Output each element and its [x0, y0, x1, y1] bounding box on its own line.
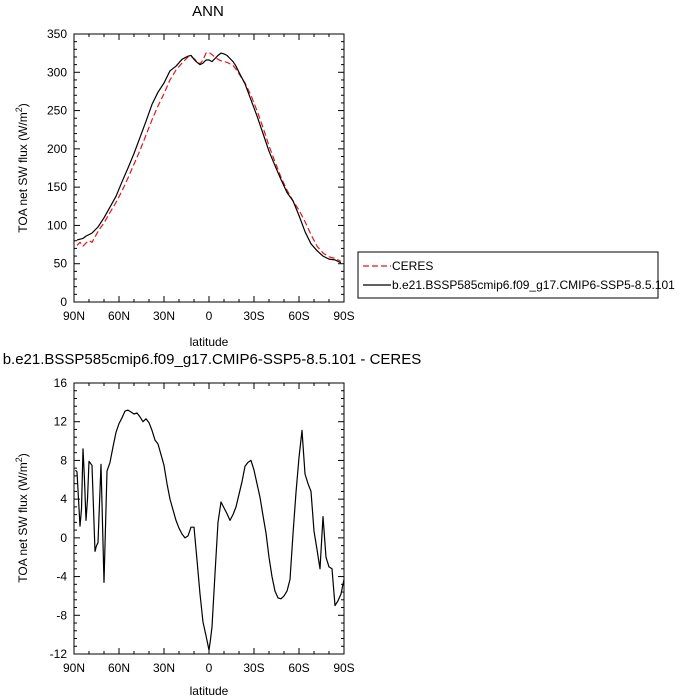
top-panel: ANN 90N 60N 30N 0 30S 60S 90S 0 50 100 150 200 250 30… — [14, 3, 355, 349]
top-y-tick-label: 250 — [47, 104, 67, 118]
legend-box — [357, 251, 659, 299]
top-x-tick-label: 60N — [108, 309, 130, 323]
bottom-y-tick-label: -4 — [56, 570, 67, 584]
bottom-x-tick-label: 90S — [333, 661, 354, 675]
bottom-y-tick-label: 8 — [60, 453, 67, 467]
top-y-axis-label: TOA net SW flux (W/m2) — [14, 103, 30, 232]
top-x-tick-label: 90S — [333, 309, 354, 323]
bottom-x-tick-label: 30S — [243, 661, 264, 675]
bottom-y-tick-label: 0 — [60, 531, 67, 545]
bottom-ticks-group: 90N 60N 30N 0 30S 60S 90S -12 -8 -4 0 4 8 12 16 — [50, 376, 355, 675]
top-x-tick-label: 30N — [153, 309, 175, 323]
bottom-y-tick-label: 16 — [54, 376, 68, 390]
bottom-y-tick-label: 12 — [54, 415, 68, 429]
bottom-panel: b.e21.BSSP585cmip6.f09_g17.CMIP6-SSP5-8.… — [3, 351, 422, 698]
bottom-x-tick-label: 30N — [153, 661, 175, 675]
top-ticks-group: 90N 60N 30N 0 30S 60S 90S 0 50 100 150 200 250 300 350 — [47, 27, 355, 323]
top-y-tick-label: 300 — [47, 65, 67, 79]
bottom-y-tick-label: 4 — [60, 492, 67, 506]
top-x-tick-label: 0 — [206, 309, 213, 323]
top-x-tick-label: 60S — [288, 309, 309, 323]
top-x-tick-label: 90N — [63, 309, 85, 323]
top-x-tick-label: 30S — [243, 309, 264, 323]
top-y-tick-label: 0 — [60, 295, 67, 309]
legend-label-model: b.e21.BSSP585cmip6.f09_g17.CMIP6-SSP5-8.… — [392, 278, 675, 292]
top-y-tick-label: 350 — [47, 27, 67, 41]
top-y-axis-label-sup: 2 — [14, 107, 24, 112]
bottom-series-group — [75, 409, 345, 651]
top-x-axis-label: latitude — [190, 335, 229, 349]
bottom-series-line-0 — [75, 409, 345, 651]
bottom-y-tick-label: -12 — [50, 647, 68, 661]
top-series-group — [76, 51, 342, 264]
top-series-line-1 — [76, 52, 342, 264]
bottom-y-axis-label: TOA net SW flux (W/m2) — [14, 453, 30, 582]
top-y-tick-label: 150 — [47, 180, 67, 194]
top-series-line-0 — [76, 51, 342, 262]
top-title: ANN — [192, 3, 224, 20]
bottom-title: b.e21.BSSP585cmip6.f09_g17.CMIP6-SSP5-8.… — [3, 351, 422, 368]
top-y-tick-label: 200 — [47, 142, 67, 156]
bottom-x-tick-label: 0 — [206, 661, 213, 675]
legend-label-ceres: CERES — [392, 259, 433, 273]
legend: CERES b.e21.BSSP585cmip6.f09_g17.CMIP6-S… — [357, 251, 675, 299]
bottom-x-tick-label: 90N — [63, 661, 85, 675]
bottom-plot-frame — [73, 382, 345, 655]
top-plot-frame — [73, 33, 345, 303]
top-y-tick-label: 100 — [47, 218, 67, 232]
top-y-tick-label: 50 — [54, 257, 68, 271]
bottom-x-axis-label: latitude — [190, 684, 229, 698]
bottom-x-tick-label: 60N — [108, 661, 130, 675]
bottom-y-tick-label: -8 — [56, 608, 67, 622]
bottom-y-axis-label-sup: 2 — [14, 457, 24, 462]
bottom-x-tick-label: 60S — [288, 661, 309, 675]
